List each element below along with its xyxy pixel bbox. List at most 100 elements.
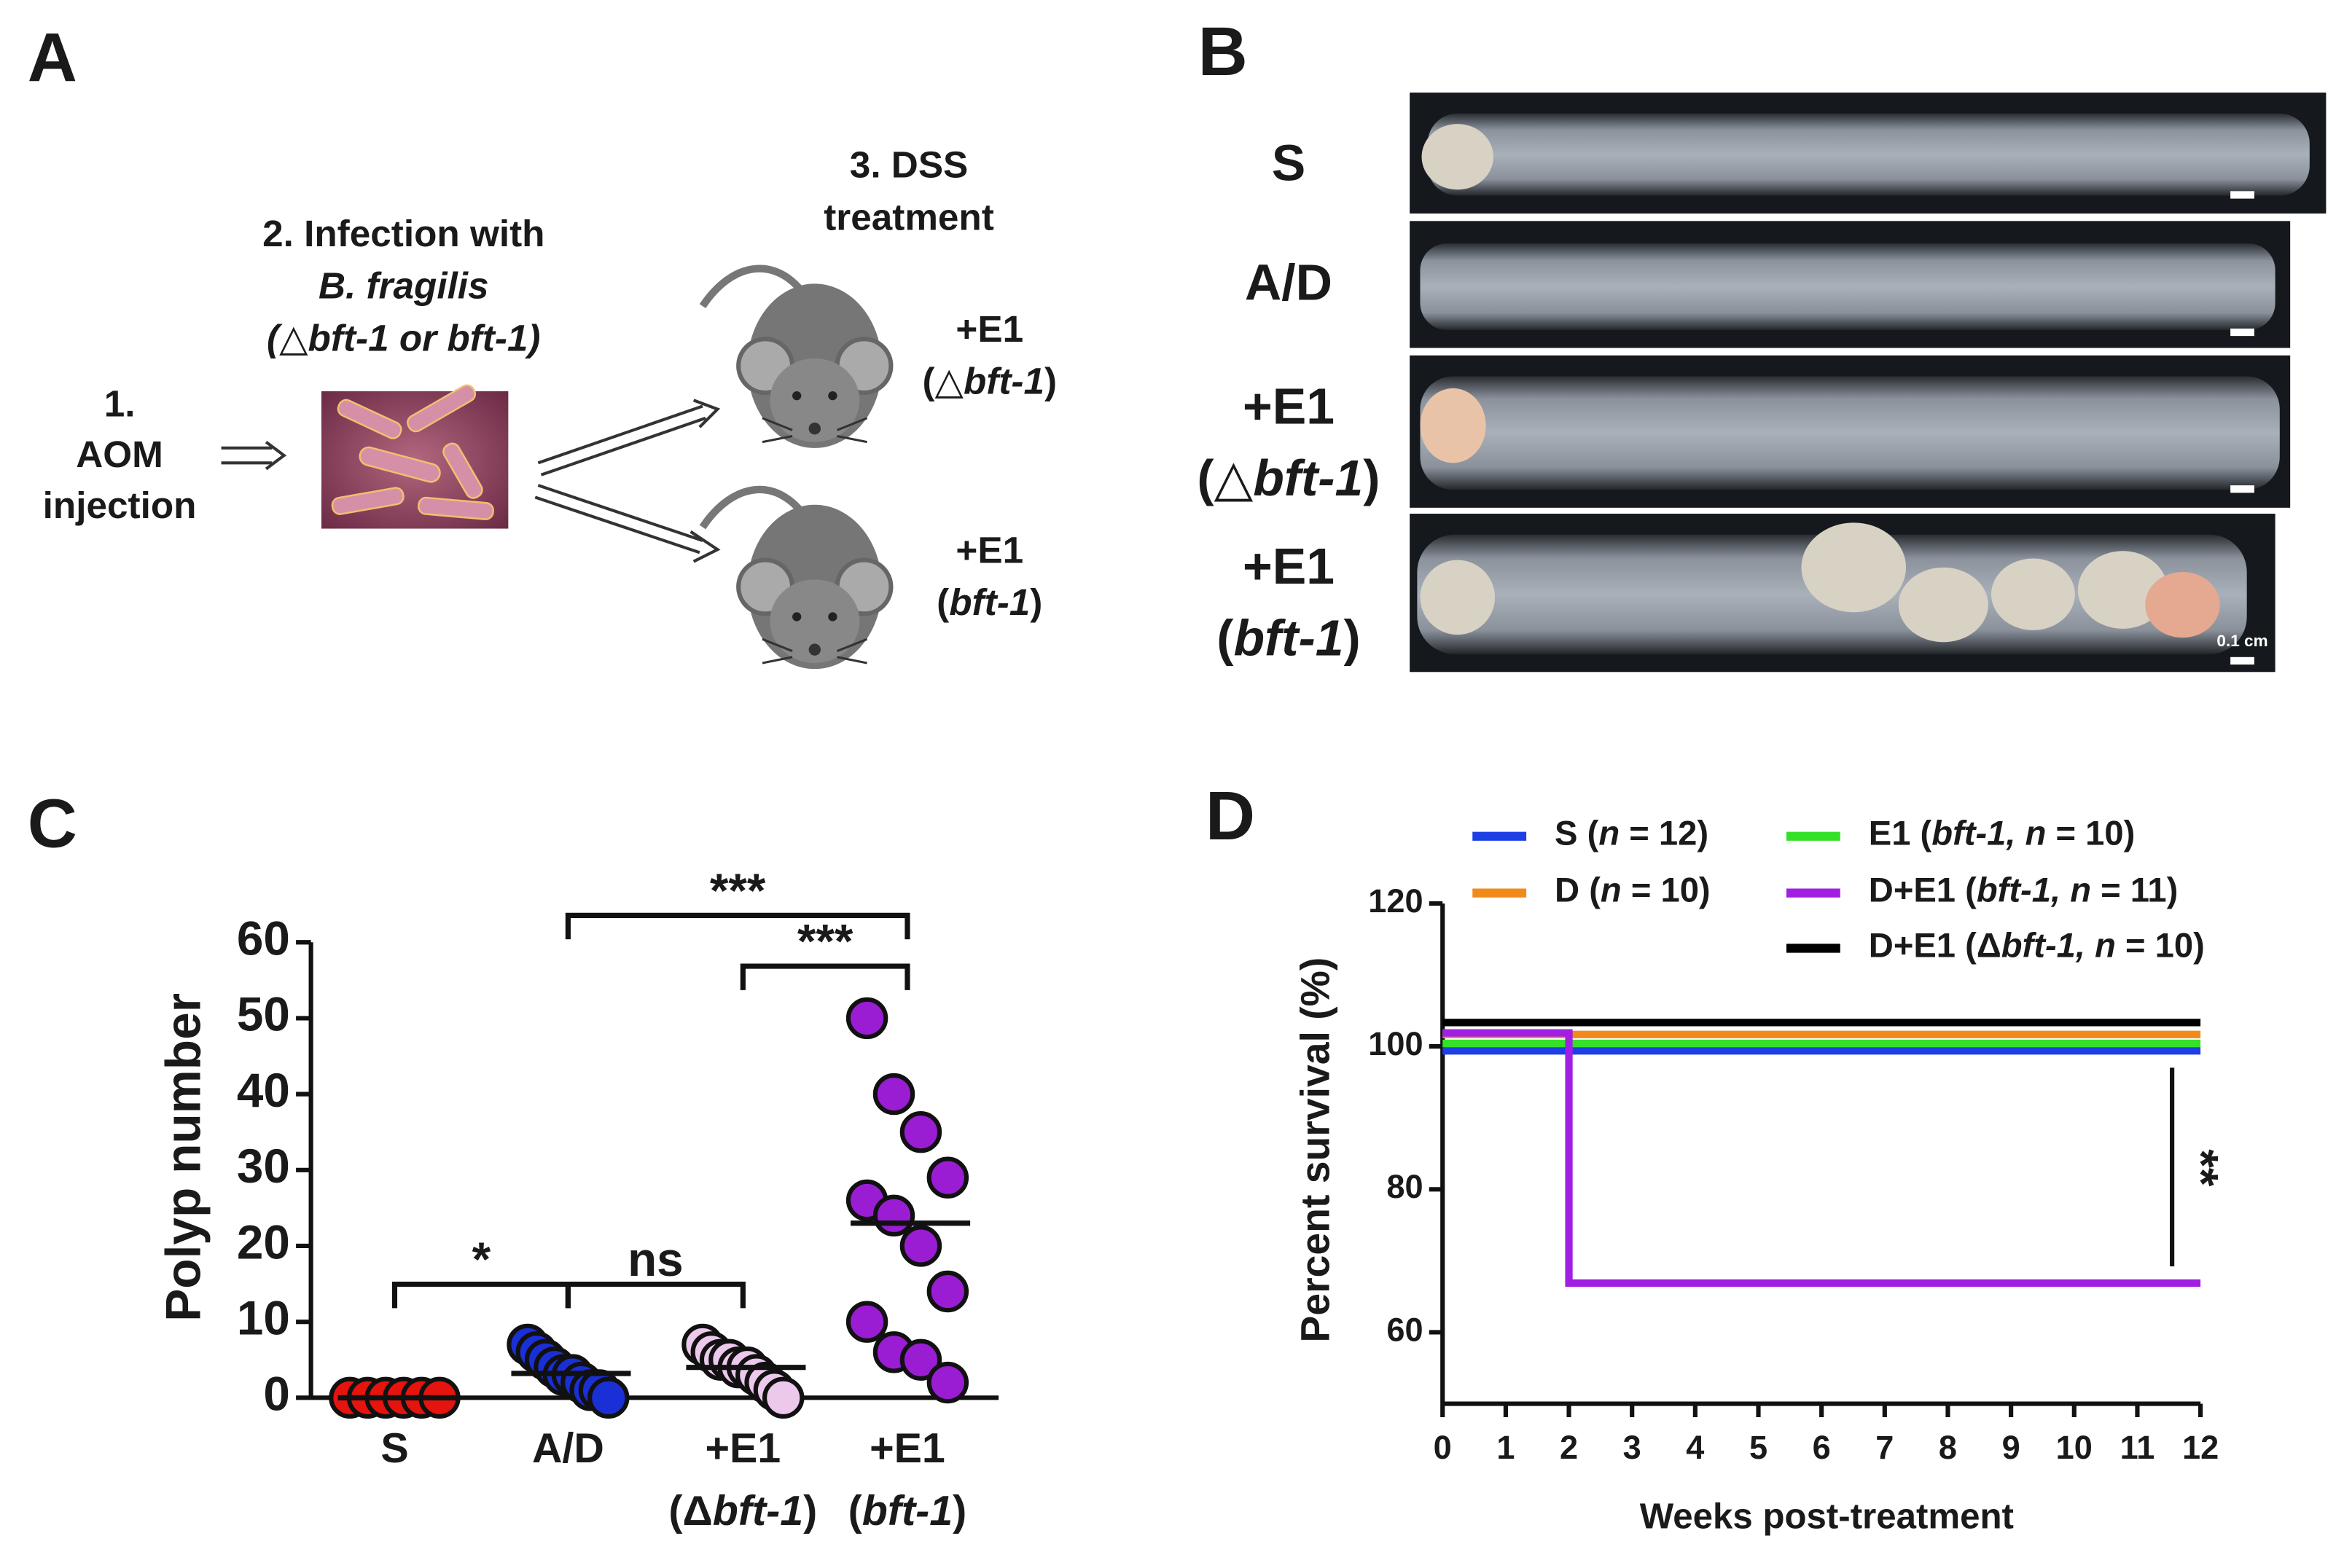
colon-tissue <box>1427 113 2310 196</box>
text-segment: 2. Infection with <box>262 212 544 254</box>
panel-label: B <box>1198 13 1248 90</box>
significance-bracket <box>740 963 910 990</box>
x-tick-label: A/D <box>532 1425 604 1472</box>
data-point <box>899 1225 942 1267</box>
text-segment: n <box>1601 871 1622 909</box>
text-segment: bft-1 <box>862 1488 953 1534</box>
colon-images: 0.1 cm <box>1410 93 2327 673</box>
data-point <box>845 1301 888 1343</box>
text-segment: = 11) <box>2091 871 2178 909</box>
text-segment: bft-1 <box>964 360 1044 401</box>
text-segment: 3. DSS <box>850 144 968 185</box>
data-point <box>845 997 888 1040</box>
text-segment: bft-1 <box>1253 450 1363 506</box>
data-point <box>872 1194 915 1237</box>
y-tick-label: 50 <box>237 988 290 1041</box>
significance-label: *** <box>710 864 766 917</box>
bacteria-rods <box>331 384 494 520</box>
text-segment: injection <box>43 484 197 525</box>
significance-label: * <box>472 1233 491 1286</box>
x-tick-label: 12 <box>2182 1429 2219 1466</box>
text-segment: S <box>1272 135 1306 192</box>
x-tick-label: 8 <box>1939 1429 1957 1466</box>
text-segment: (△bft-1 or bft-1) <box>267 317 540 358</box>
x-axis-label: Weeks post-treatment <box>1640 1496 2014 1536</box>
text-segment: = 10) <box>1622 871 1711 909</box>
y-tick-label: 100 <box>1368 1025 1423 1062</box>
x-tick-label: 2 <box>1560 1429 1578 1466</box>
y-tick-label: 20 <box>237 1215 290 1269</box>
text-segment: D+E1 (Δ <box>1869 926 2001 965</box>
text-segment: +E1 <box>956 529 1023 571</box>
text-segment: +E1 <box>1243 538 1335 595</box>
x-tick-label: 9 <box>2002 1429 2020 1466</box>
text-segment: S ( <box>1555 814 1599 852</box>
text-segment: +E1 <box>870 1425 945 1472</box>
data-point <box>926 1156 969 1199</box>
text-segment: (Δ <box>668 1488 712 1534</box>
x-tick-label: 0 <box>1434 1429 1452 1466</box>
text-segment: ( <box>848 1488 863 1534</box>
x-tick-label: 3 <box>1623 1429 1641 1466</box>
data-point <box>762 1376 805 1419</box>
text-segment: bft-1, n <box>1977 871 2091 909</box>
text-segment: n <box>1598 814 1620 852</box>
x-tick-label: 10 <box>2056 1429 2093 1466</box>
text-segment: S <box>380 1425 408 1472</box>
legend-label: E1 (bft-1, n = 10) <box>1869 814 2136 852</box>
data-point <box>926 1361 969 1404</box>
colon-tissue <box>1420 376 2280 490</box>
colon-tissue <box>1420 243 2275 330</box>
arrow <box>221 441 287 471</box>
significance-bracket <box>565 1282 746 1309</box>
legend-label: D (n = 10) <box>1555 871 1711 909</box>
x-tick-label: 1 <box>1496 1429 1515 1466</box>
text-segment: bft-1, n <box>2001 926 2116 965</box>
step-label: 3. DSS treatment <box>824 144 994 238</box>
significance-bracket <box>565 912 910 940</box>
data-point <box>899 1338 942 1381</box>
x-tick-label: 5 <box>1749 1429 1767 1466</box>
text-segment: = 10) <box>2116 926 2205 965</box>
text-segment: (△ <box>1197 450 1253 506</box>
text-segment: ) <box>803 1488 817 1534</box>
legend-label: S (n = 12) <box>1555 814 1708 852</box>
survival-curve <box>1442 1029 2201 1287</box>
data-point <box>899 1111 942 1153</box>
scale-bar-label: 0.1 cm <box>2216 632 2267 650</box>
text-segment: bft-1 <box>1233 610 1343 667</box>
row-label: A/D <box>1245 254 1332 311</box>
text-segment: ) <box>953 1488 966 1534</box>
panel-label: A <box>28 19 77 95</box>
legend-label: D+E1 (bft-1, n = 11) <box>1869 871 2179 909</box>
data-point <box>926 1270 969 1313</box>
text-segment: bft-1 <box>713 1488 803 1534</box>
text-segment: 1. <box>104 383 136 424</box>
legend-label: D+E1 (Δbft-1, n = 10) <box>1869 926 2205 965</box>
text-segment: = 10) <box>2046 814 2135 852</box>
text-segment: ) <box>1363 450 1380 506</box>
y-tick-label: 80 <box>1386 1168 1423 1205</box>
panel-a-art <box>221 264 891 670</box>
x-tick-label: +E1 (bft-1) <box>848 1425 967 1534</box>
significance-label: ns <box>628 1233 684 1286</box>
panel-label: D <box>1206 777 1255 854</box>
text-segment: ) <box>1030 581 1042 623</box>
text-segment: +E1 <box>956 308 1023 350</box>
step-label: 1. AOM injection <box>43 383 197 525</box>
text-segment: E1 ( <box>1869 814 1932 852</box>
text-segment: D ( <box>1555 871 1601 909</box>
x-tick-label: 4 <box>1686 1429 1704 1466</box>
y-tick-label: 40 <box>237 1064 290 1117</box>
text-segment: ) <box>1343 610 1360 667</box>
text-segment: ( <box>1216 610 1234 667</box>
text-segment: bft-1, n <box>1931 814 2046 852</box>
y-tick-label: 30 <box>237 1140 290 1193</box>
data-point <box>872 1073 915 1116</box>
significance-bracket <box>391 1282 571 1309</box>
text-segment: +E1 <box>705 1425 781 1472</box>
text-segment: bft-1 <box>949 581 1030 623</box>
row-label: S <box>1272 135 1306 192</box>
x-tick-label: S <box>380 1425 408 1472</box>
y-tick-label: 10 <box>237 1292 290 1345</box>
